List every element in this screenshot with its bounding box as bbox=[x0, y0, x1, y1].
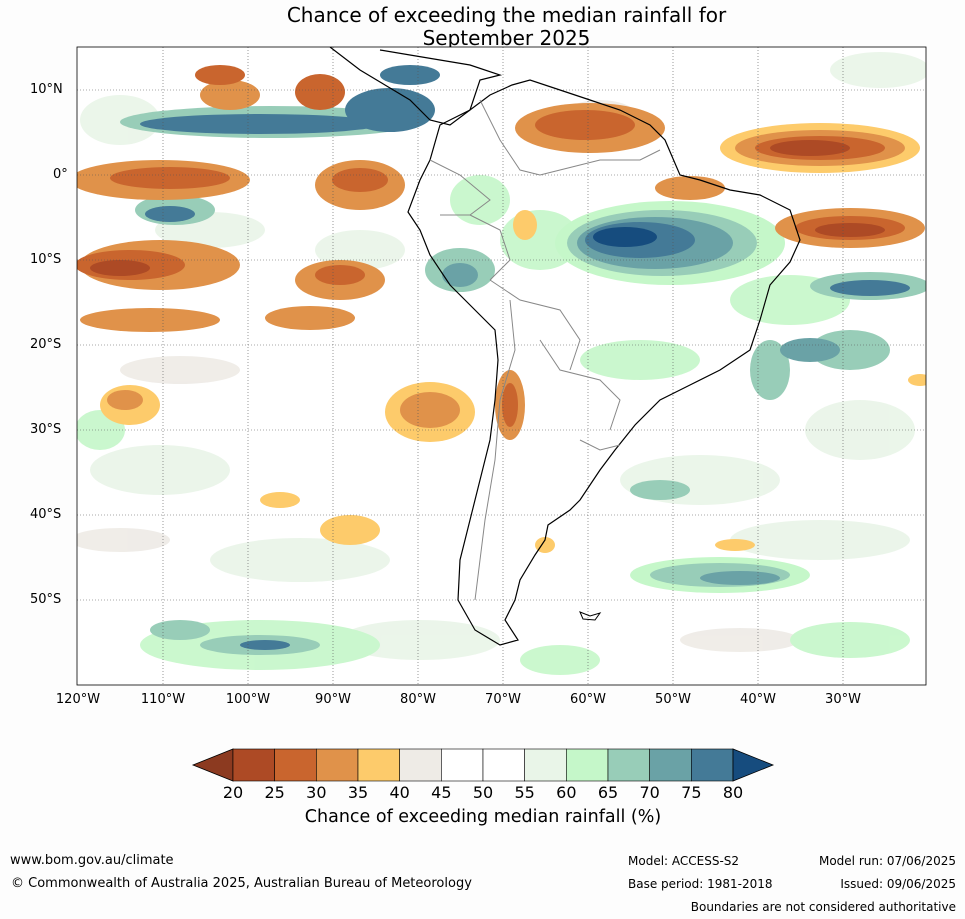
lon-label-30w: 30°W bbox=[825, 692, 861, 707]
falkland-islands bbox=[579, 611, 602, 621]
title-line-1: Chance of exceeding the median rainfall … bbox=[286, 3, 727, 27]
colorbar-tick-label: 30 bbox=[306, 783, 327, 802]
lon-label-100w: 100°W bbox=[225, 692, 271, 707]
lat-label-20s: 20°S bbox=[30, 337, 62, 352]
map-area bbox=[77, 47, 926, 685]
colorbar-box bbox=[524, 748, 567, 782]
colorbar-label: Chance of exceeding median rainfall (%) bbox=[304, 807, 662, 827]
lon-label-90w: 90°W bbox=[315, 692, 351, 707]
lon-label-70w: 70°W bbox=[485, 692, 521, 707]
footer-copyright: © Commonwealth of Australia 2025, Austra… bbox=[11, 876, 472, 891]
colorbar-box bbox=[357, 748, 400, 782]
lon-label-40w: 40°W bbox=[740, 692, 776, 707]
colorbar-box bbox=[691, 748, 734, 782]
map-title: Chance of exceeding the median rainfall … bbox=[0, 4, 965, 50]
colorbar-tick-label: 70 bbox=[639, 783, 660, 802]
footer-model: Model: ACCESS-S2 bbox=[628, 854, 740, 868]
colorbar-tick-label: 25 bbox=[264, 783, 285, 802]
footer-disclaimer: Boundaries are not considered authoritat… bbox=[690, 900, 956, 914]
lon-label-110w: 110°W bbox=[140, 692, 186, 707]
lon-label-120w: 120°W bbox=[55, 692, 101, 707]
lon-label-80w: 80°W bbox=[400, 692, 436, 707]
colorbar-tick-label: 60 bbox=[556, 783, 577, 802]
lon-label-60w: 60°W bbox=[570, 692, 606, 707]
colorbar-tick-label: 65 bbox=[597, 783, 619, 802]
above-median-patches bbox=[110, 65, 926, 655]
lat-label-50s: 50°S bbox=[30, 592, 62, 607]
colorbar-box bbox=[232, 748, 275, 782]
lat-label-10s: 10°S bbox=[30, 252, 62, 267]
colorbar-tick-label: 55 bbox=[514, 783, 535, 802]
colorbar-box bbox=[441, 748, 484, 782]
lat-label-40s: 40°S bbox=[30, 507, 62, 522]
colorbar-box bbox=[649, 748, 692, 782]
country-boundaries bbox=[429, 99, 661, 601]
colorbar-box bbox=[607, 748, 650, 782]
footer-website: www.bom.gov.au/climate bbox=[10, 853, 174, 868]
colorbar-tick-label: 20 bbox=[222, 783, 244, 802]
colorbar bbox=[191, 748, 775, 782]
colorbar-tick-label: 80 bbox=[722, 783, 744, 802]
footer-issued: Issued: 09/06/2025 bbox=[840, 877, 956, 891]
below-median-patches bbox=[77, 65, 926, 553]
map-frame bbox=[76, 46, 927, 686]
title-line-2: September 2025 bbox=[422, 26, 591, 50]
colorbar-tick-label: 35 bbox=[347, 783, 369, 802]
colorbar-box bbox=[482, 748, 525, 782]
colorbar-tick-label: 50 bbox=[472, 783, 494, 802]
lat-label-0: 0° bbox=[53, 167, 68, 182]
colorbar-low-extend bbox=[191, 748, 234, 782]
south-america-coastline bbox=[407, 79, 801, 646]
colorbar-tick-label: 40 bbox=[389, 783, 410, 802]
lat-label-10n: 10°N bbox=[30, 82, 63, 97]
graticule bbox=[77, 47, 926, 685]
colorbar-boxes bbox=[232, 748, 734, 782]
colorbar-tick-label: 45 bbox=[431, 783, 452, 802]
colorbar-box bbox=[316, 748, 359, 782]
central-america-coastline bbox=[329, 47, 503, 126]
lat-label-30s: 30°S bbox=[30, 422, 62, 437]
colorbar-box bbox=[566, 748, 609, 782]
colorbar-box bbox=[399, 748, 442, 782]
lon-label-50w: 50°W bbox=[655, 692, 691, 707]
colorbar-box bbox=[274, 748, 317, 782]
colorbar-tick-label: 75 bbox=[681, 783, 702, 802]
footer-model-run: Model run: 07/06/2025 bbox=[818, 854, 956, 868]
footer-base-period: Base period: 1981-2018 bbox=[628, 877, 773, 891]
colorbar-high-extend bbox=[732, 748, 775, 782]
